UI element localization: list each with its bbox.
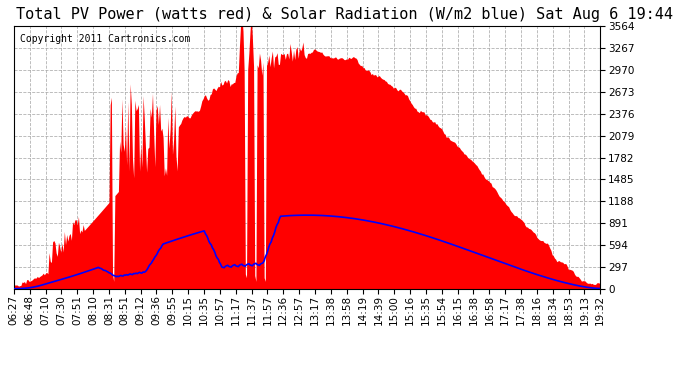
Text: Total PV Power (watts red) & Solar Radiation (W/m2 blue) Sat Aug 6 19:44: Total PV Power (watts red) & Solar Radia… xyxy=(17,8,673,22)
Text: Copyright 2011 Cartronics.com: Copyright 2011 Cartronics.com xyxy=(19,34,190,44)
